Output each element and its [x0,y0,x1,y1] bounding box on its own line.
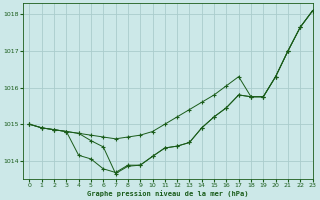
X-axis label: Graphe pression niveau de la mer (hPa): Graphe pression niveau de la mer (hPa) [87,190,249,197]
